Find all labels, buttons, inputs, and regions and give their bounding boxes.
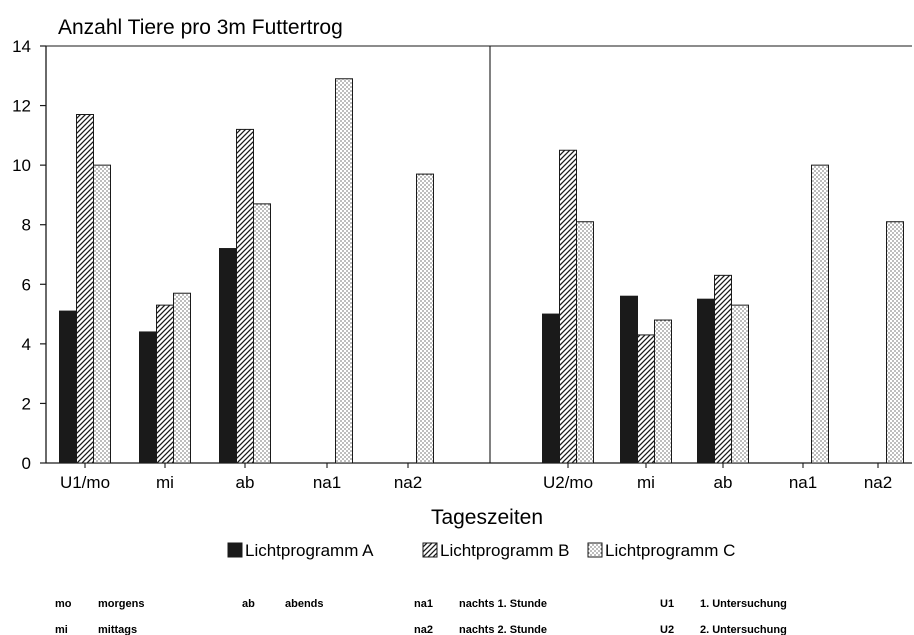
footnote-text: morgens [98,598,144,610]
legend-label: Lichtprogramm B [440,541,569,560]
category-label: ab [236,473,255,492]
footnote-abbr: na2 [414,624,433,635]
bar-a [219,248,237,464]
footnote-text: 1. Untersuchung [700,598,787,610]
bar-a [620,295,638,464]
bar-b [714,274,732,464]
legend-label: Lichtprogramm C [605,541,735,560]
bar-b [236,128,254,464]
bar-c [335,78,353,464]
y-tick-label: 6 [22,275,31,294]
bar-a [59,310,77,464]
bar-b [156,304,174,464]
y-tick-label: 12 [12,97,31,116]
y-tick-label: 2 [22,394,31,413]
footnote-abbr: ab [242,598,255,610]
bar-c [253,203,271,464]
bar-c [811,164,829,464]
category-label: U2/mo [543,473,593,492]
bar-c [576,221,594,464]
bar-b [76,114,94,464]
y-tick-label: 8 [22,216,31,235]
footnote-abbr: mi [55,624,68,635]
footnote-abbr: na1 [414,598,433,610]
bar-b [559,149,577,464]
bar-c [654,319,672,464]
legend-swatch [587,542,603,558]
footnote-text: abends [285,598,324,610]
bar-a [542,313,560,464]
footnote-abbr: mo [55,598,72,610]
y-tick-label: 0 [22,454,31,473]
bars [59,78,904,464]
bar-c [886,221,904,464]
category-label: na2 [394,473,422,492]
footnote-abbr: U2 [660,624,674,635]
legend-swatch [422,542,438,558]
footnote-text: mittags [98,624,137,635]
y-tick-label: 4 [22,335,31,354]
legend-swatch [227,542,243,558]
bar-c [416,173,434,464]
bar-c [173,292,191,464]
category-label: na1 [789,473,817,492]
bar-b [637,334,655,464]
y-tick-label: 10 [12,156,31,175]
category-label: mi [156,473,174,492]
legend: Lichtprogramm A Lichtprogramm B Lichtprogr… [227,541,735,560]
footnote-text: nachts 1. Stunde [459,598,547,610]
legend-label: Lichtprogramm A [245,541,374,560]
category-label: U1/mo [60,473,110,492]
x-axis-label: Tageszeiten [431,506,543,529]
chart-title: Anzahl Tiere pro 3m Futtertrog [58,16,343,39]
footnote-text: nachts 2. Stunde [459,624,547,635]
category-labels: U1/mo mi ab na1 na2 U2/mo mi ab na1 na2 [60,473,892,492]
y-tick-label: 14 [12,37,31,56]
bar-c [731,304,749,464]
bar-a [697,298,715,464]
category-label: na1 [313,473,341,492]
footnotes: mo morgens mi mittags ab abends na1 nachts 1. S… [55,598,787,635]
footnote-text: 2. Untersuchung [700,624,787,635]
category-label: mi [637,473,655,492]
bar-a [139,331,157,464]
footnote-abbr: U1 [660,598,674,610]
bar-c [93,164,111,464]
category-label: ab [714,473,733,492]
category-label: na2 [864,473,892,492]
